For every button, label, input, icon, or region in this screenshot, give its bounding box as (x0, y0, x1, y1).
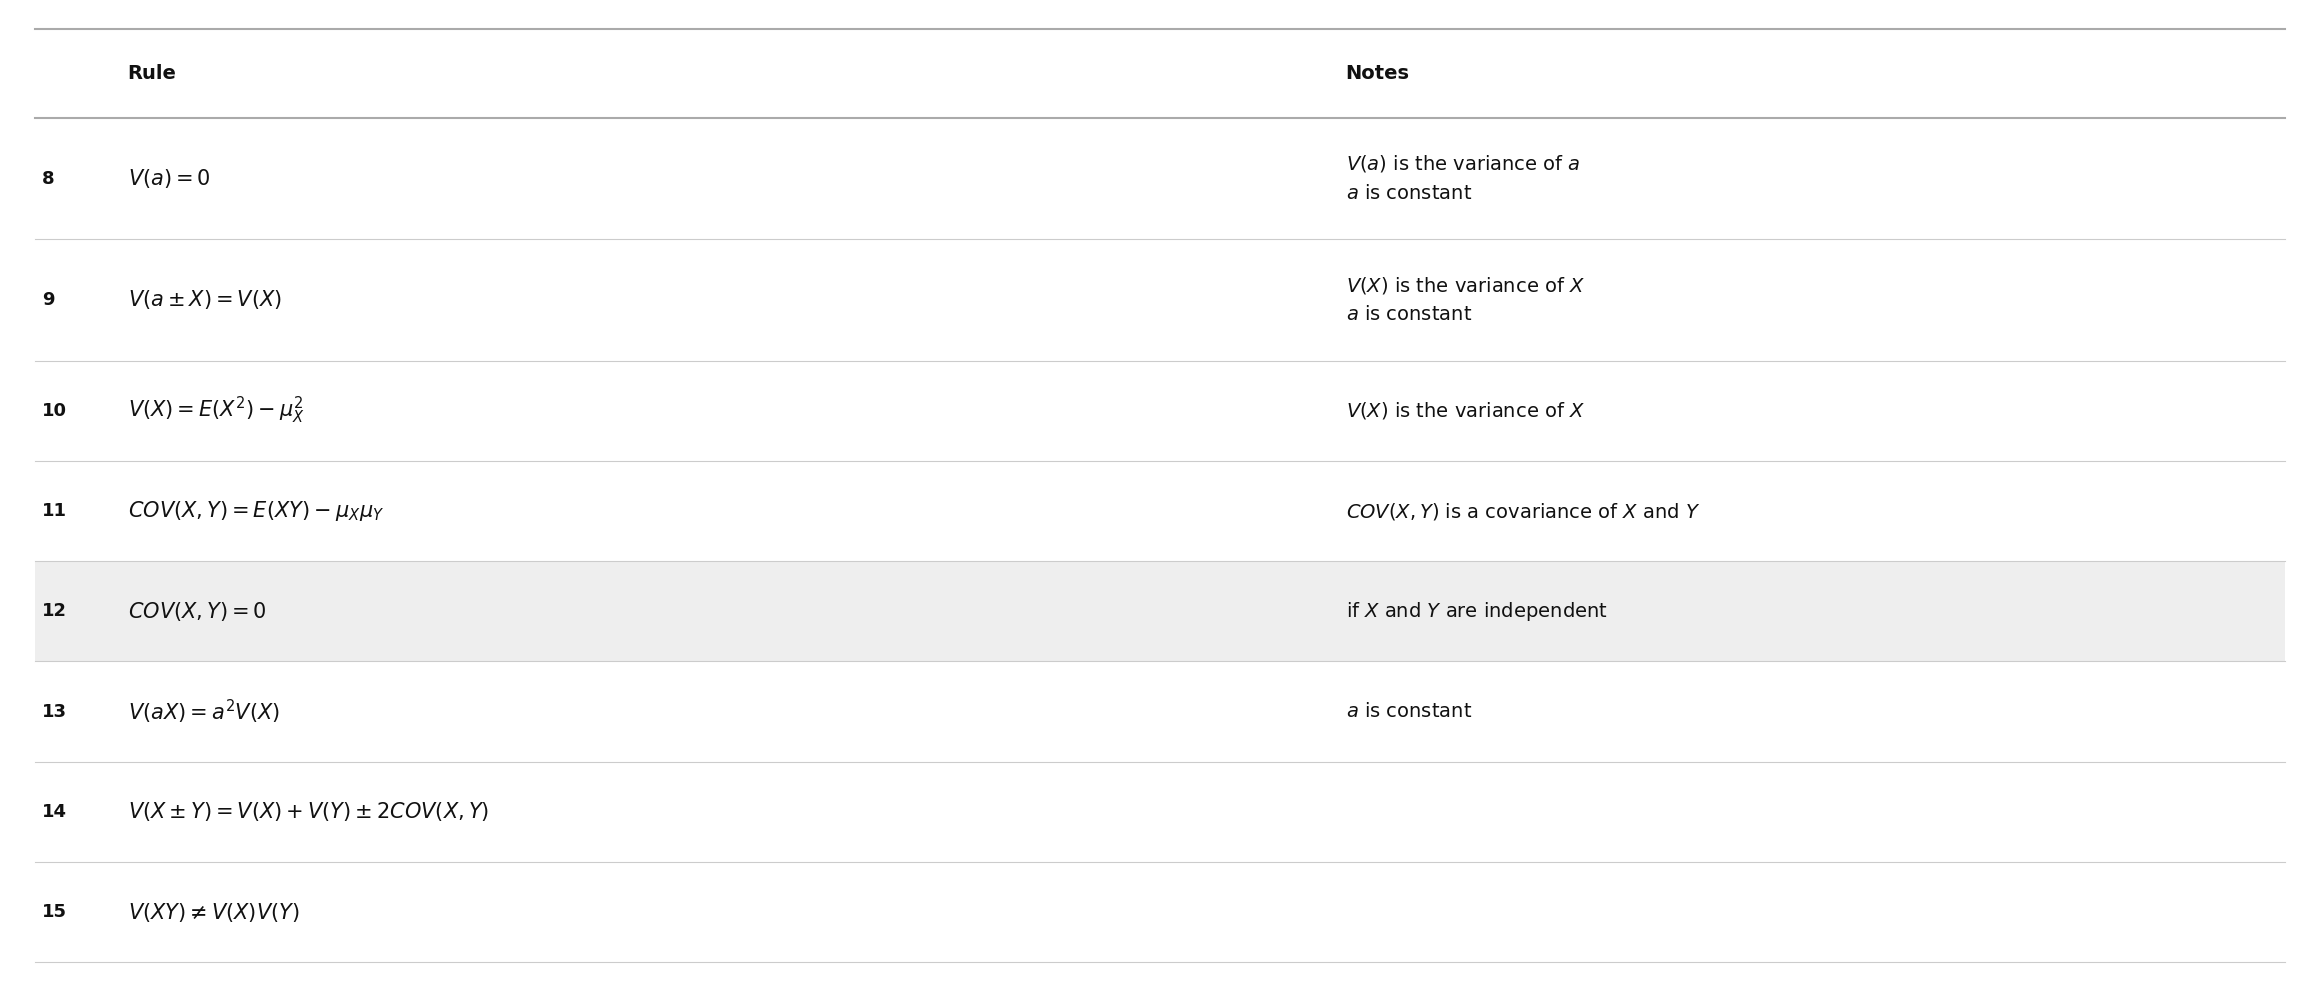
FancyBboxPatch shape (35, 762, 2285, 862)
Text: 15: 15 (42, 903, 67, 921)
Text: $V(aX) = a^2V(X)$: $V(aX) = a^2V(X)$ (128, 697, 281, 726)
FancyBboxPatch shape (35, 461, 2285, 562)
FancyBboxPatch shape (35, 240, 2285, 360)
Text: $V(a \pm X) = V(X)$: $V(a \pm X) = V(X)$ (128, 289, 281, 311)
FancyBboxPatch shape (35, 118, 2285, 240)
Text: $a$ is constant: $a$ is constant (1346, 702, 1471, 721)
FancyBboxPatch shape (35, 29, 2285, 118)
FancyBboxPatch shape (35, 662, 2285, 762)
Text: Notes: Notes (1346, 64, 1411, 83)
Text: $COV(X, Y)$ is a covariance of $X$ and $Y$: $COV(X, Y)$ is a covariance of $X$ and $… (1346, 501, 1701, 521)
Text: $V(X \pm Y) = V(X) + V(Y) \pm 2COV(X, Y)$: $V(X \pm Y) = V(X) + V(Y) \pm 2COV(X, Y)… (128, 800, 490, 824)
FancyBboxPatch shape (35, 562, 2285, 662)
FancyBboxPatch shape (35, 862, 2285, 962)
Text: 10: 10 (42, 402, 67, 419)
Text: $V(X)$ is the variance of $X$: $V(X)$ is the variance of $X$ (1346, 401, 1585, 421)
Text: 12: 12 (42, 602, 67, 621)
Text: $COV(X, Y) = 0$: $COV(X, Y) = 0$ (128, 600, 267, 623)
Text: Rule: Rule (128, 64, 176, 83)
Text: $V(a) = 0$: $V(a) = 0$ (128, 167, 211, 191)
Text: $V(XY) \neq V(X)V(Y)$: $V(XY) \neq V(X)V(Y)$ (128, 900, 299, 924)
Text: $a$ is constant: $a$ is constant (1346, 305, 1471, 324)
Text: 14: 14 (42, 803, 67, 821)
Text: 11: 11 (42, 502, 67, 520)
Text: 8: 8 (42, 170, 53, 188)
Text: 13: 13 (42, 703, 67, 721)
FancyBboxPatch shape (35, 360, 2285, 461)
Text: $a$ is constant: $a$ is constant (1346, 184, 1471, 202)
Text: if $X$ and $Y$ are independent: if $X$ and $Y$ are independent (1346, 600, 1608, 623)
Text: $COV(X, Y) = E(XY) - \mu_X\mu_Y$: $COV(X, Y) = E(XY) - \mu_X\mu_Y$ (128, 499, 383, 523)
Text: $V(X)$ is the variance of $X$: $V(X)$ is the variance of $X$ (1346, 275, 1585, 296)
Text: 9: 9 (42, 291, 53, 309)
Text: $V(X) = E(X^2) - \mu_X^2$: $V(X) = E(X^2) - \mu_X^2$ (128, 395, 304, 426)
Text: $V(a)$ is the variance of $a$: $V(a)$ is the variance of $a$ (1346, 153, 1580, 175)
